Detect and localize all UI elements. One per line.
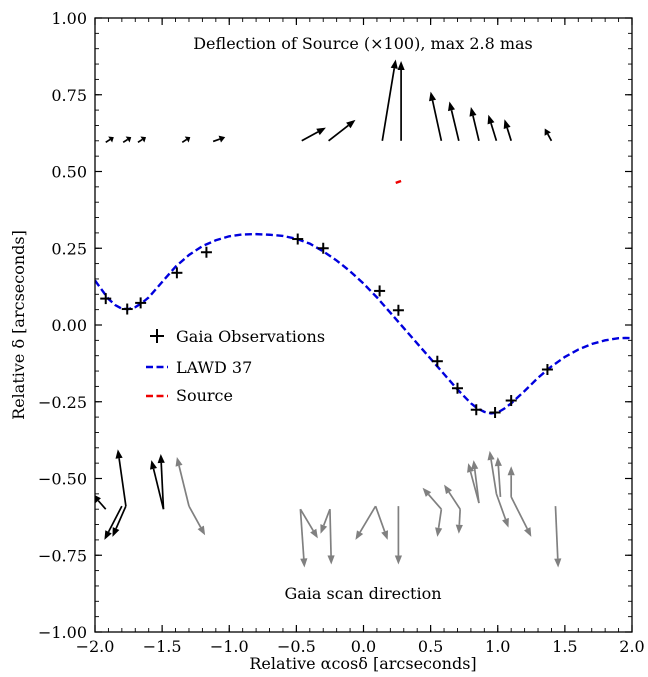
legend-label-gaia-observations: Gaia Observations [176,327,325,346]
deflection-arrow [301,127,326,142]
scan-direction-arrow [394,506,403,565]
y-tick-label: −0.75 [38,546,87,565]
observation-point [292,233,304,245]
scan-direction-arrow [507,466,515,497]
observation-point [171,267,183,279]
deflection-arrow [397,60,405,141]
tick-labels: −2.0 −1.5 −1.0 −0.5 0.0 0.5 1.0 1.5 2.0 −1.00 −0.7… [38,9,645,656]
deflection-arrow [381,59,398,141]
x-tick-label: 1.5 [552,637,577,656]
deflection-arrow [503,119,512,142]
observation-point [100,293,112,305]
y-tick-label: −1.00 [38,623,87,642]
gaia-observation-markers [100,233,553,418]
legend-marker-gaia-observations [150,329,164,343]
x-tick-label: 2.0 [619,637,644,656]
observation-point [135,297,147,309]
scan-direction-arrow [554,506,562,568]
scan-direction-arrow [435,509,443,537]
deflection-arrow [212,135,226,143]
deflection-arrow [328,119,356,142]
observation-point [489,406,501,418]
scan-direction-arrow [495,493,509,528]
plot-frame [94,17,633,633]
scan-direction-arrow [95,495,107,510]
deflection-arrow [122,136,132,144]
scan-direction-arrow [175,457,190,507]
deflection-arrow [181,136,191,144]
scan-direction-arrow [112,505,127,537]
scan-direction-arrow [299,509,308,568]
observation-point [451,382,463,394]
y-tick-label: 0.25 [51,239,87,258]
y-tick-label: 0.75 [51,86,87,105]
x-tick-label: −1.0 [210,637,249,656]
x-tick-label: −1.5 [143,637,182,656]
scan-direction-arrow [444,484,461,510]
deflection-arrow [448,101,460,141]
y-tick-label: −0.50 [38,470,87,489]
legend: Gaia Observations LAWD 37 Source [146,327,325,405]
observation-point [431,355,443,367]
scan-direction-arrow [510,496,532,537]
x-tick-label: −2.0 [76,637,115,656]
legend-label-source: Source [176,386,233,405]
observation-point [374,285,386,297]
source-track-line [395,179,402,184]
y-tick-label: 0.00 [51,316,87,335]
x-tick-label: −0.5 [277,637,316,656]
scan-direction-arrow [355,505,377,540]
deflection-arrow [469,107,480,141]
scan-direction-arrow [455,509,463,534]
observation-point [470,404,482,416]
deflection-annotation: Deflection of Source (×100), max 2.8 mas [193,34,533,53]
scan-direction-arrow [157,453,165,510]
y-tick-label: −0.25 [38,393,87,412]
lawd37-track-line [95,232,632,415]
scan-direction-arrow [320,508,331,534]
x-tick-label: 0.5 [418,637,443,656]
scan-direction-arrow [471,460,480,504]
scan-direction-arrow [327,509,335,565]
y-axis-label: Relative δ [arcseconds] [9,230,28,420]
scan-direction-arrow [299,508,318,539]
scan-direction-arrows [95,449,562,568]
x-axis-label: Relative αcosδ [arcseconds] [249,654,476,673]
plot-area [95,18,632,632]
scan-direction-arrow [494,457,502,497]
observation-point [392,304,404,316]
deflection-arrow [544,128,553,142]
scan-direction-arrow [150,460,165,510]
deflection-arrow [137,136,147,144]
scan-direction-annotation: Gaia scan direction [284,584,441,603]
observation-point [541,364,553,376]
legend-label-lawd37: LAWD 37 [176,358,252,377]
observation-point [200,246,212,258]
deflection-arrows [105,59,553,144]
observation-point [121,303,133,315]
scan-direction-arrow [104,505,123,540]
scan-direction-arrow [188,505,206,536]
scan-direction-arrow [422,487,443,510]
scan-direction-arrow [115,449,127,507]
scan-direction-arrow [374,505,389,540]
scan-direction-arrow [487,450,498,494]
observation-point [317,242,329,254]
deflection-arrow [105,136,114,144]
observation-point [505,395,517,407]
y-tick-label: 0.50 [51,163,87,182]
x-tick-label: 1.0 [485,637,510,656]
deflection-arrow [487,114,498,142]
y-tick-label: 1.00 [51,9,87,28]
deflection-arrow [429,91,443,141]
x-tick-label: 0.0 [351,637,376,656]
